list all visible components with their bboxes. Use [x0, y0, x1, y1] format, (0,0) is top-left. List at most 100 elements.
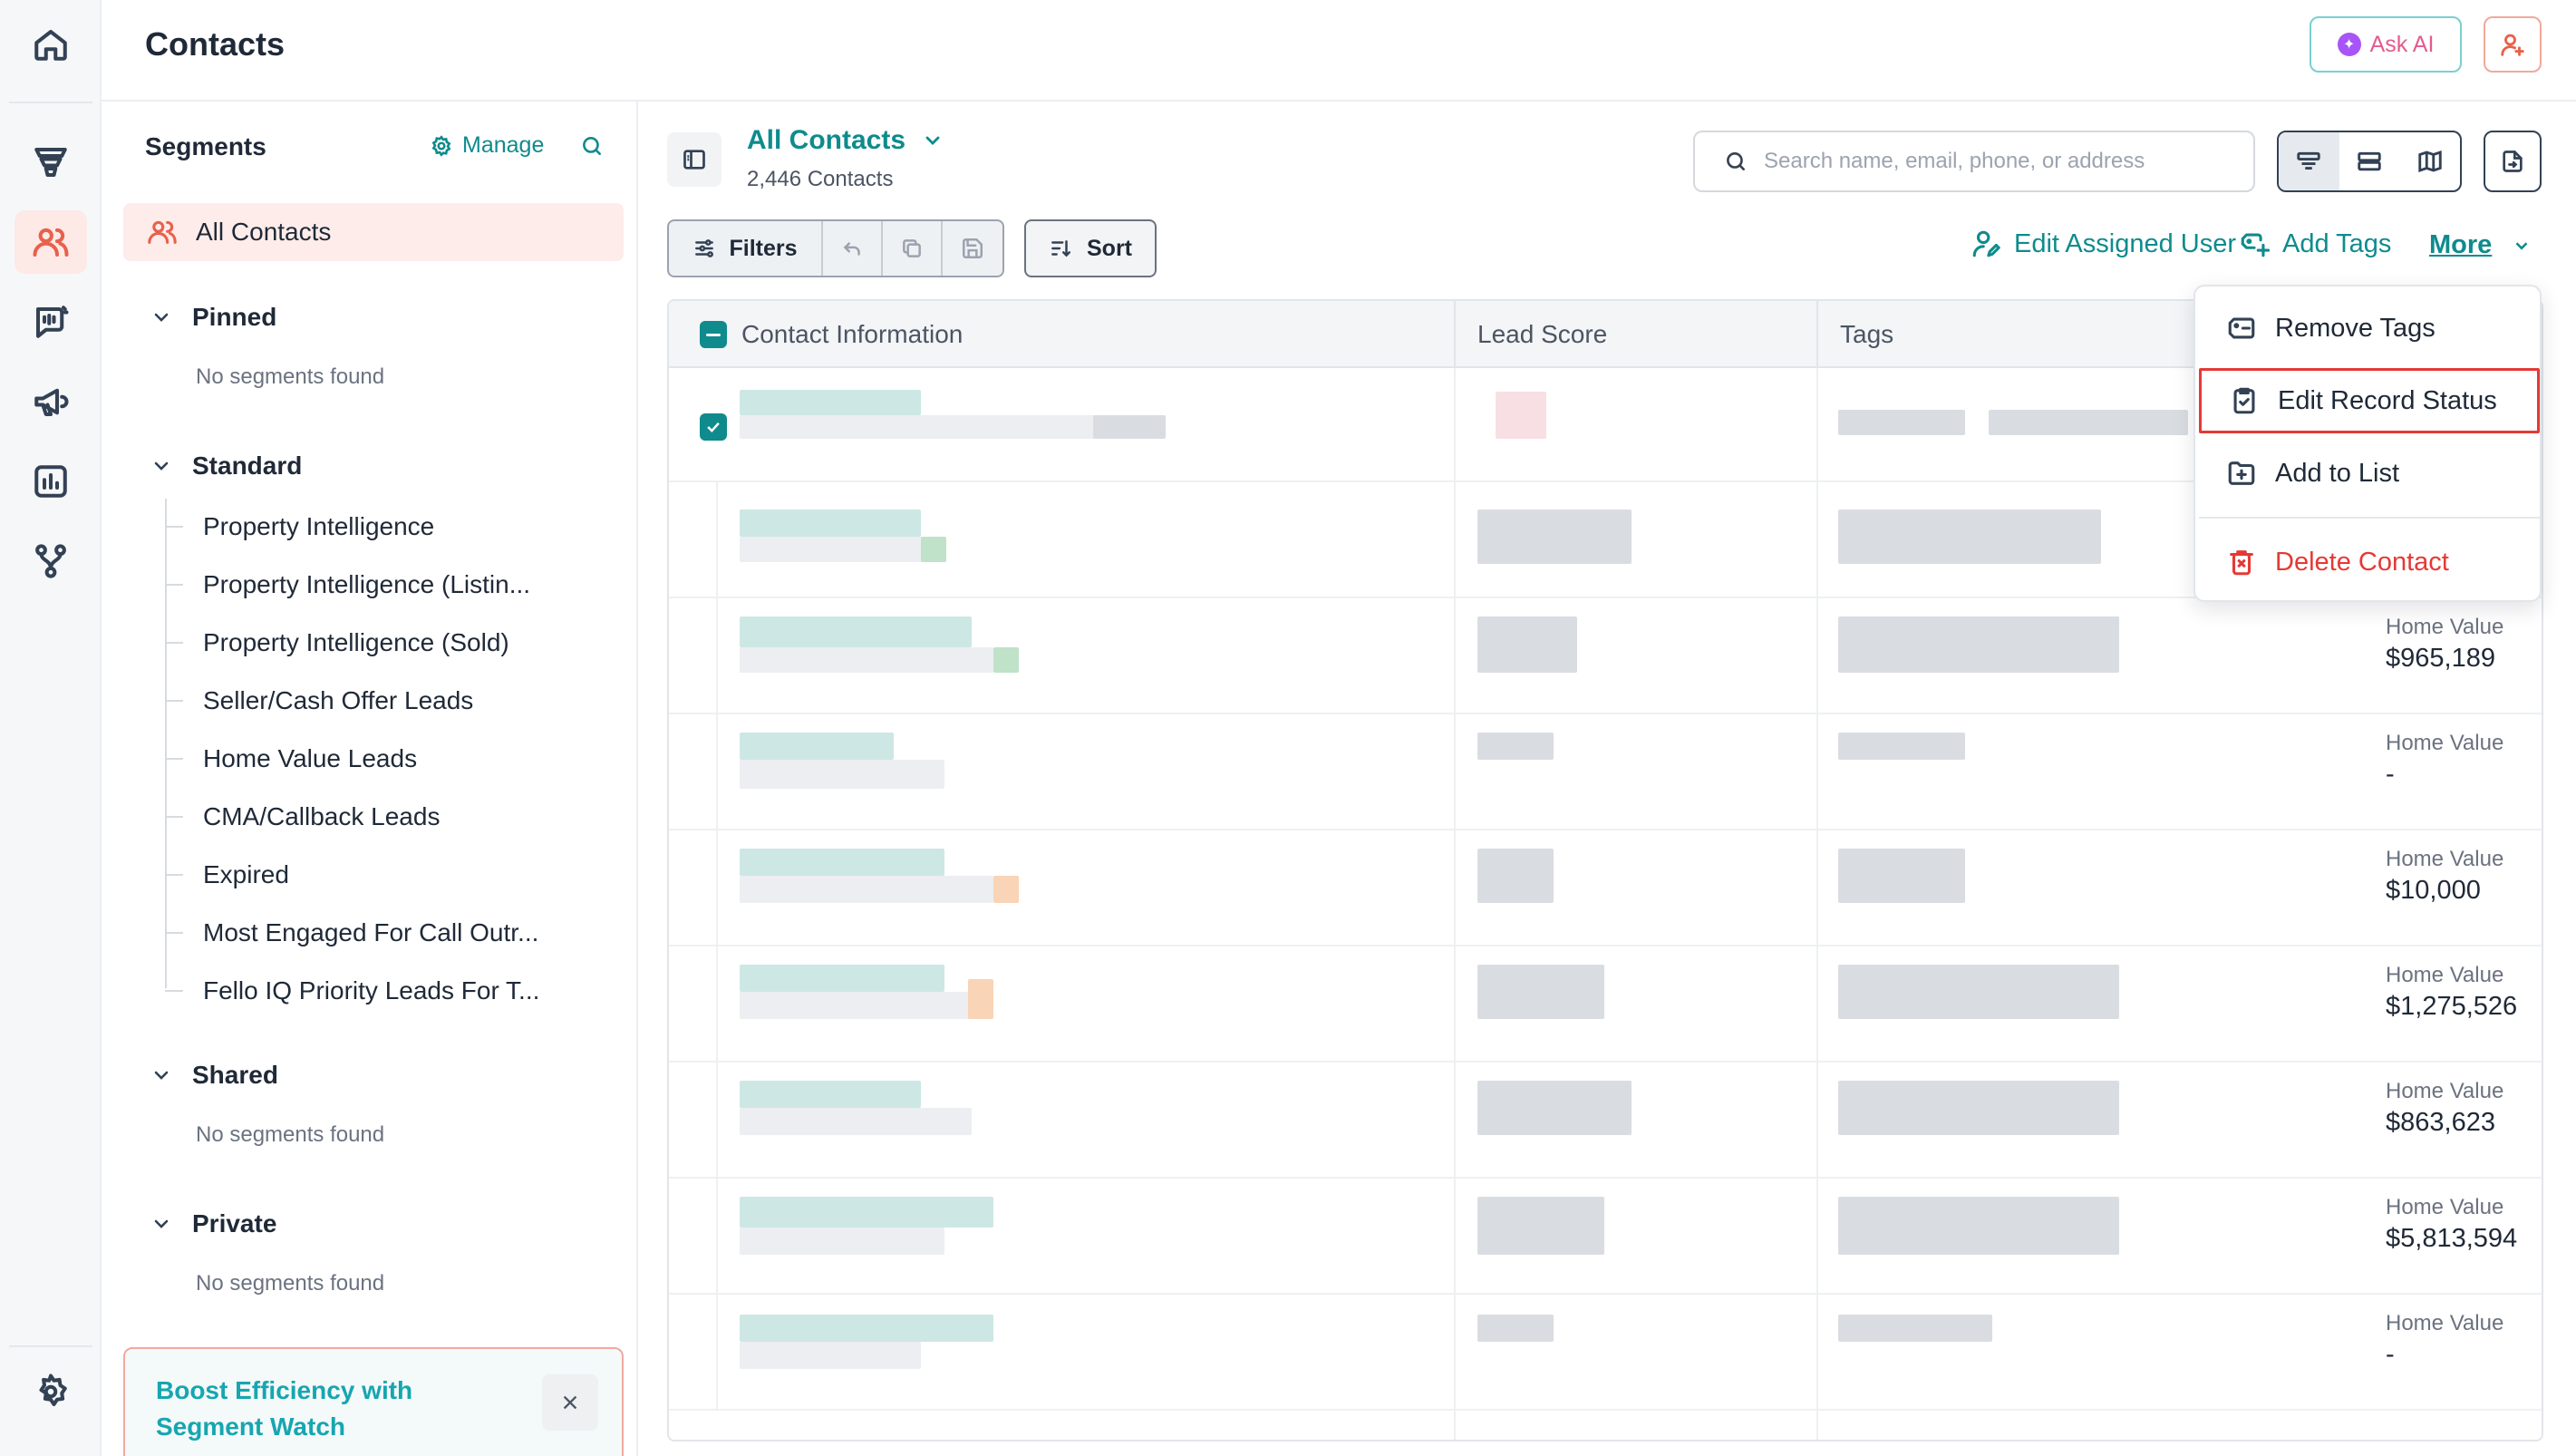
funnel-nav[interactable] — [15, 131, 87, 194]
banner-close-button[interactable] — [542, 1374, 598, 1431]
page-title: Contacts — [145, 25, 286, 63]
segment-label: Property Intelligence (Listin... — [203, 570, 531, 598]
save-icon — [963, 238, 983, 258]
map-icon — [2417, 150, 2442, 172]
segment-item[interactable]: Property Intelligence — [165, 501, 636, 552]
segments-sidebar: Segments Manage All Contacts Pinned No s… — [102, 102, 638, 1456]
segment-item[interactable]: Most Engaged For Call Outr... — [165, 908, 636, 958]
table-row[interactable]: Home Value - — [669, 1295, 2542, 1411]
edit-assigned-user-button[interactable]: Edit Assigned User — [1971, 228, 2236, 259]
chevron-down-icon — [154, 1219, 169, 1228]
user-plus-icon — [2501, 34, 2524, 56]
group-pinned-toggle[interactable]: Pinned — [150, 303, 276, 332]
menu-item-label: Remove Tags — [2275, 313, 2436, 343]
table-row[interactable]: Home Value $1,275,526 — [669, 946, 2542, 1063]
table-row[interactable] — [669, 370, 2542, 482]
empty-message: No segments found — [196, 364, 385, 389]
add-tags-label: Add Tags — [2282, 228, 2392, 258]
add-contact-button[interactable] — [2484, 16, 2542, 73]
view-mode-list[interactable] — [2279, 132, 2339, 190]
home-value: $965,189 — [2386, 644, 2495, 673]
view-mode-rows[interactable] — [2339, 132, 2400, 190]
table-row[interactable]: Home Value $5,813,594 — [669, 1179, 2542, 1295]
export-button[interactable] — [2484, 131, 2542, 192]
view-mode-toggle — [2277, 131, 2462, 192]
ask-ai-button[interactable]: ✦ Ask AI — [2310, 16, 2462, 73]
table-row[interactable] — [669, 482, 2542, 598]
menu-add-to-list[interactable]: Add to List — [2199, 441, 2540, 506]
home-icon — [34, 29, 67, 61]
segment-label: CMA/Callback Leads — [203, 802, 441, 830]
filters-button[interactable]: Filters — [669, 221, 823, 276]
settings-nav[interactable] — [15, 1360, 87, 1423]
contact-search[interactable] — [1693, 131, 2255, 192]
edit-assigned-user-label: Edit Assigned User — [2014, 228, 2237, 258]
segment-item[interactable]: Property Intelligence (Sold) — [165, 617, 636, 668]
table-row[interactable]: Home Value - — [669, 714, 2542, 830]
analytics-nav[interactable] — [15, 450, 87, 513]
row-checkbox[interactable] — [700, 413, 727, 441]
group-private-toggle[interactable]: Private — [150, 1209, 276, 1238]
undo-button[interactable] — [823, 221, 883, 276]
table-row[interactable]: Home Value $10,000 — [669, 830, 2542, 946]
group-shared-toggle[interactable]: Shared — [150, 1061, 278, 1090]
home-value: $863,623 — [2386, 1108, 2495, 1137]
filters-label: Filters — [729, 235, 798, 261]
save-view-button[interactable] — [943, 221, 1002, 276]
segment-watch-banner: Boost Efficiency with Segment Watch — [123, 1347, 624, 1456]
menu-edit-record-status[interactable]: Edit Record Status — [2199, 368, 2540, 433]
home-value-label: Home Value — [2386, 963, 2504, 987]
segment-item[interactable]: Seller/Cash Offer Leads — [165, 675, 636, 726]
toggle-sidebar-button[interactable] — [667, 132, 721, 187]
table-row[interactable]: Home Value $863,623 — [669, 1063, 2542, 1179]
group-standard-toggle[interactable]: Standard — [150, 451, 302, 480]
view-selector[interactable]: All Contacts — [747, 125, 944, 156]
view-mode-map[interactable] — [2399, 132, 2460, 190]
segment-label: Property Intelligence — [203, 512, 435, 540]
contacts-nav[interactable] — [15, 210, 87, 274]
campaigns-nav[interactable] — [15, 370, 87, 433]
home-nav[interactable] — [15, 13, 87, 76]
more-actions-button[interactable]: More — [2429, 230, 2532, 260]
segment-item[interactable]: Expired — [165, 849, 636, 900]
home-value-label: Home Value — [2386, 1195, 2504, 1219]
table-row[interactable]: Home Value $965,189 — [669, 598, 2542, 714]
add-tags-button[interactable]: Add Tags — [2239, 228, 2391, 259]
search-input[interactable] — [1764, 149, 2217, 174]
settings-icon — [39, 1373, 67, 1407]
manage-segments-button[interactable]: Manage — [430, 132, 544, 159]
column-tags[interactable]: Tags — [1840, 320, 1894, 348]
column-contact-information[interactable]: Contact Information — [741, 320, 964, 348]
dialer-nav[interactable] — [15, 290, 87, 354]
segment-item[interactable]: Property Intelligence (Listin... — [165, 559, 636, 610]
top-bar: Contacts ✦ Ask AI — [102, 0, 2576, 102]
column-lead-score[interactable]: Lead Score — [1477, 320, 1608, 348]
segment-item[interactable]: CMA/Callback Leads — [165, 791, 636, 842]
menu-delete-contact[interactable]: Delete Contact — [2199, 529, 2540, 595]
trash-icon — [2230, 550, 2253, 576]
chevron-down-icon — [154, 313, 169, 322]
view-title: All Contacts — [747, 125, 906, 155]
group-label: Private — [192, 1209, 277, 1238]
segment-label: All Contacts — [196, 218, 332, 246]
check-icon — [707, 422, 720, 432]
sort-label: Sort — [1087, 235, 1132, 261]
workflow-icon — [35, 544, 66, 578]
segment-search-button[interactable] — [580, 134, 604, 162]
sort-button[interactable]: Sort — [1024, 219, 1157, 277]
chevron-down-icon — [925, 136, 940, 145]
tag-plus-icon — [2241, 233, 2270, 257]
segment-all-contacts[interactable]: All Contacts — [123, 203, 624, 261]
segment-item[interactable]: Home Value Leads — [165, 733, 636, 784]
segment-label: Property Intelligence (Sold) — [203, 628, 509, 656]
segments-title: Segments — [145, 132, 266, 160]
select-all-checkbox[interactable] — [700, 321, 727, 348]
workflow-nav[interactable] — [15, 529, 87, 593]
contacts-table: Contact Information Lead Score Tags — [667, 299, 2543, 1441]
sparkle-icon: ✦ — [2337, 33, 2361, 56]
home-value-label: Home Value — [2386, 1311, 2504, 1335]
menu-remove-tags[interactable]: Remove Tags — [2199, 296, 2540, 361]
duplicate-button[interactable] — [883, 221, 943, 276]
segment-label: Fello IQ Priority Leads For T... — [203, 976, 540, 1005]
segment-item[interactable]: Fello IQ Priority Leads For T... — [165, 966, 636, 1016]
